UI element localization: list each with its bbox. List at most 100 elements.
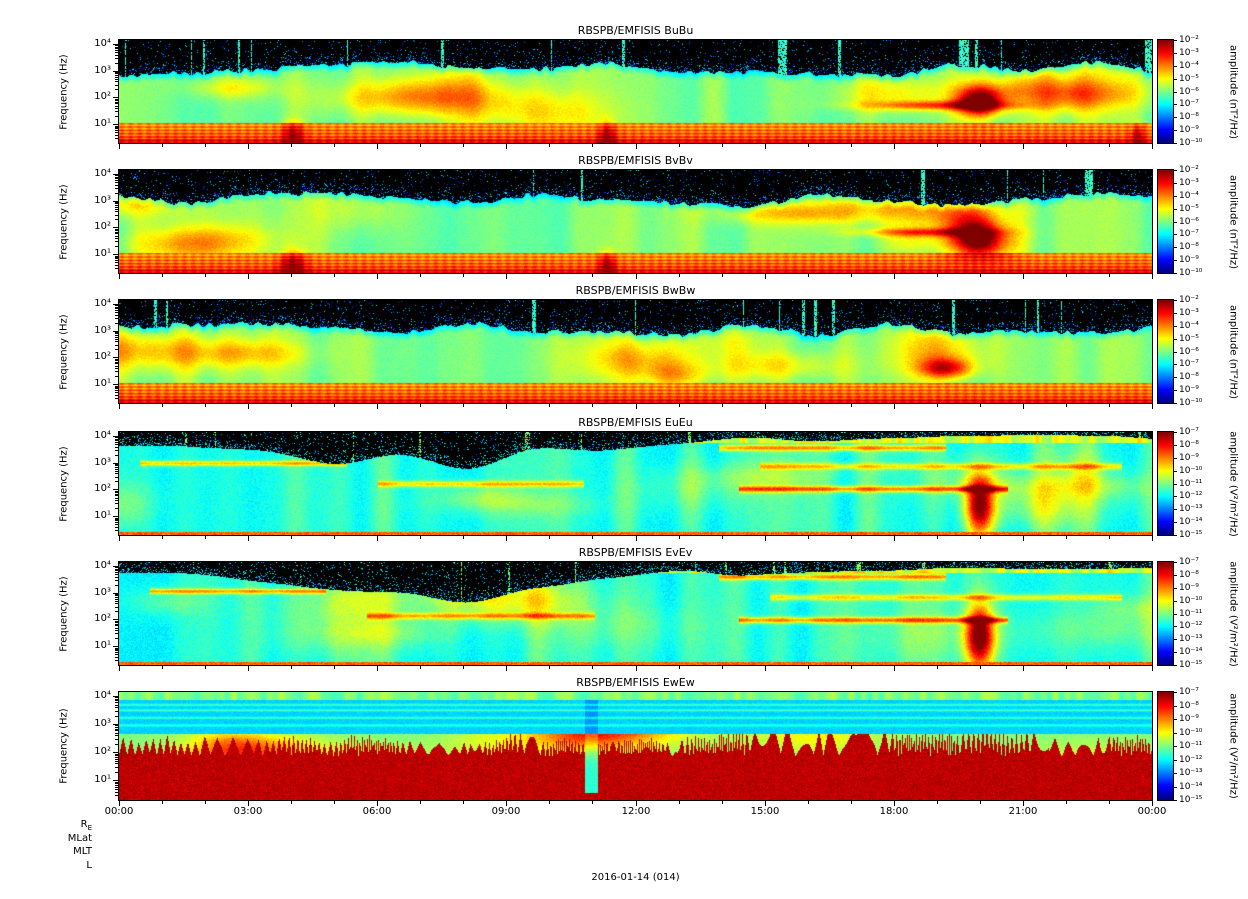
y-minor-tick [115,702,118,703]
ephemeris-label-text: MLT [73,846,92,857]
spectrogram-canvas [119,300,1152,403]
colorbar-tick-label: 10⁻¹⁰ [1179,398,1203,408]
colorbar-tick [1174,692,1177,693]
y-minor-tick [115,99,118,100]
x-minor-tick [291,404,292,407]
colorbar-axis-label: amplitude (nT²/Hz) [1227,304,1239,399]
colorbar-tick [1174,222,1177,223]
y-minor-tick [115,705,118,706]
colorbar-tick-label: 10⁻⁶ [1179,87,1199,97]
y-minor-tick [115,387,118,388]
x-minor-tick [937,404,938,407]
y-minor-tick [115,711,118,712]
y-minor-tick [115,785,118,786]
x-major-tick [248,666,249,671]
time-tick-label: 00:00 [104,806,134,817]
x-minor-tick [722,666,723,669]
x-minor-tick [937,666,938,669]
x-major-tick [377,666,378,671]
x-minor-tick [937,144,938,147]
y-minor-tick [115,363,118,364]
y-minor-tick [115,520,118,521]
colorbar-tick [1174,234,1177,235]
spectrogram-canvas [119,432,1152,535]
x-major-tick [506,144,507,149]
x-major-tick [506,404,507,409]
x-minor-tick [592,801,593,804]
x-minor-tick [334,404,335,407]
y-minor-tick [115,439,118,440]
y-major-tick [113,227,118,228]
y-minor-tick [115,524,118,525]
colorbar-tick [1174,130,1177,131]
y-minor-tick [115,102,118,103]
y-minor-tick [115,473,118,474]
x-minor-tick [808,144,809,147]
y-minor-tick [115,81,118,82]
y-minor-tick [115,725,118,726]
x-major-tick [765,274,766,279]
ephemeris-label-subscript: E [87,824,92,832]
y-major-tick [113,516,118,517]
y-minor-tick [115,603,118,604]
ephemeris-label-text: MLat [67,833,92,844]
colorbar-tick-label: 10⁻⁷ [1179,687,1199,697]
y-minor-tick [115,333,118,334]
y-major-tick [113,463,118,464]
colorbar-tick [1174,377,1177,378]
y-minor-tick [115,707,118,708]
x-minor-tick [463,801,464,804]
y-minor-tick [115,782,118,783]
y-minor-tick [115,50,118,51]
colorbar-tick-label: 10⁻⁴ [1179,61,1199,71]
colorbar-tick-label: 10⁻⁸ [1179,701,1199,711]
x-major-tick [636,801,637,806]
y-minor-tick [115,447,118,448]
colorbar-tick [1174,403,1177,404]
y-minor-tick [115,182,118,183]
x-major-tick [248,274,249,279]
colorbar-frame [1157,431,1174,536]
frequency-tick-label: 10² [94,221,111,232]
frequency-tick-label: 10¹ [94,510,111,521]
spectrogram-canvas [119,692,1152,800]
y-minor-tick [115,236,118,237]
y-minor-tick [115,464,118,465]
y-minor-tick [115,518,118,519]
y-minor-tick [115,332,118,333]
colorbar-frame [1157,691,1174,801]
x-minor-tick [420,404,421,407]
ephemeris-row-label-mlt: MLT [32,846,92,857]
y-minor-tick [115,440,118,441]
y-major-tick [113,436,118,437]
x-major-tick [1023,274,1024,279]
x-minor-tick [162,404,163,407]
x-minor-tick [334,666,335,669]
y-minor-tick [115,111,118,112]
x-minor-tick [420,144,421,147]
y-minor-tick [115,469,118,470]
colorbar-tick-label: 10⁻⁹ [1179,583,1199,593]
y-minor-tick [115,256,118,257]
y-minor-tick [115,100,118,101]
colorbar-canvas [1158,692,1173,800]
time-tick-label: 18:00 [879,806,909,817]
y-minor-tick [115,574,118,575]
x-major-tick [377,144,378,149]
colorbar-tick [1174,800,1177,801]
x-minor-tick [722,274,723,277]
x-minor-tick [679,801,680,804]
y-minor-tick [115,77,118,78]
y-minor-tick [115,85,118,86]
y-minor-tick [115,754,118,755]
y-minor-tick [115,503,118,504]
colorbar-tick-label: 10⁻¹⁵ [1179,530,1203,540]
y-minor-tick [115,310,118,311]
y-minor-tick [115,108,118,109]
frequency-tick-label: 10⁴ [94,168,111,179]
x-minor-tick [679,144,680,147]
ephemeris-label-text: R [80,819,88,830]
y-minor-tick [115,73,118,74]
colorbar-tick-label: 10⁻⁹ [1179,255,1199,265]
x-minor-tick [420,666,421,669]
